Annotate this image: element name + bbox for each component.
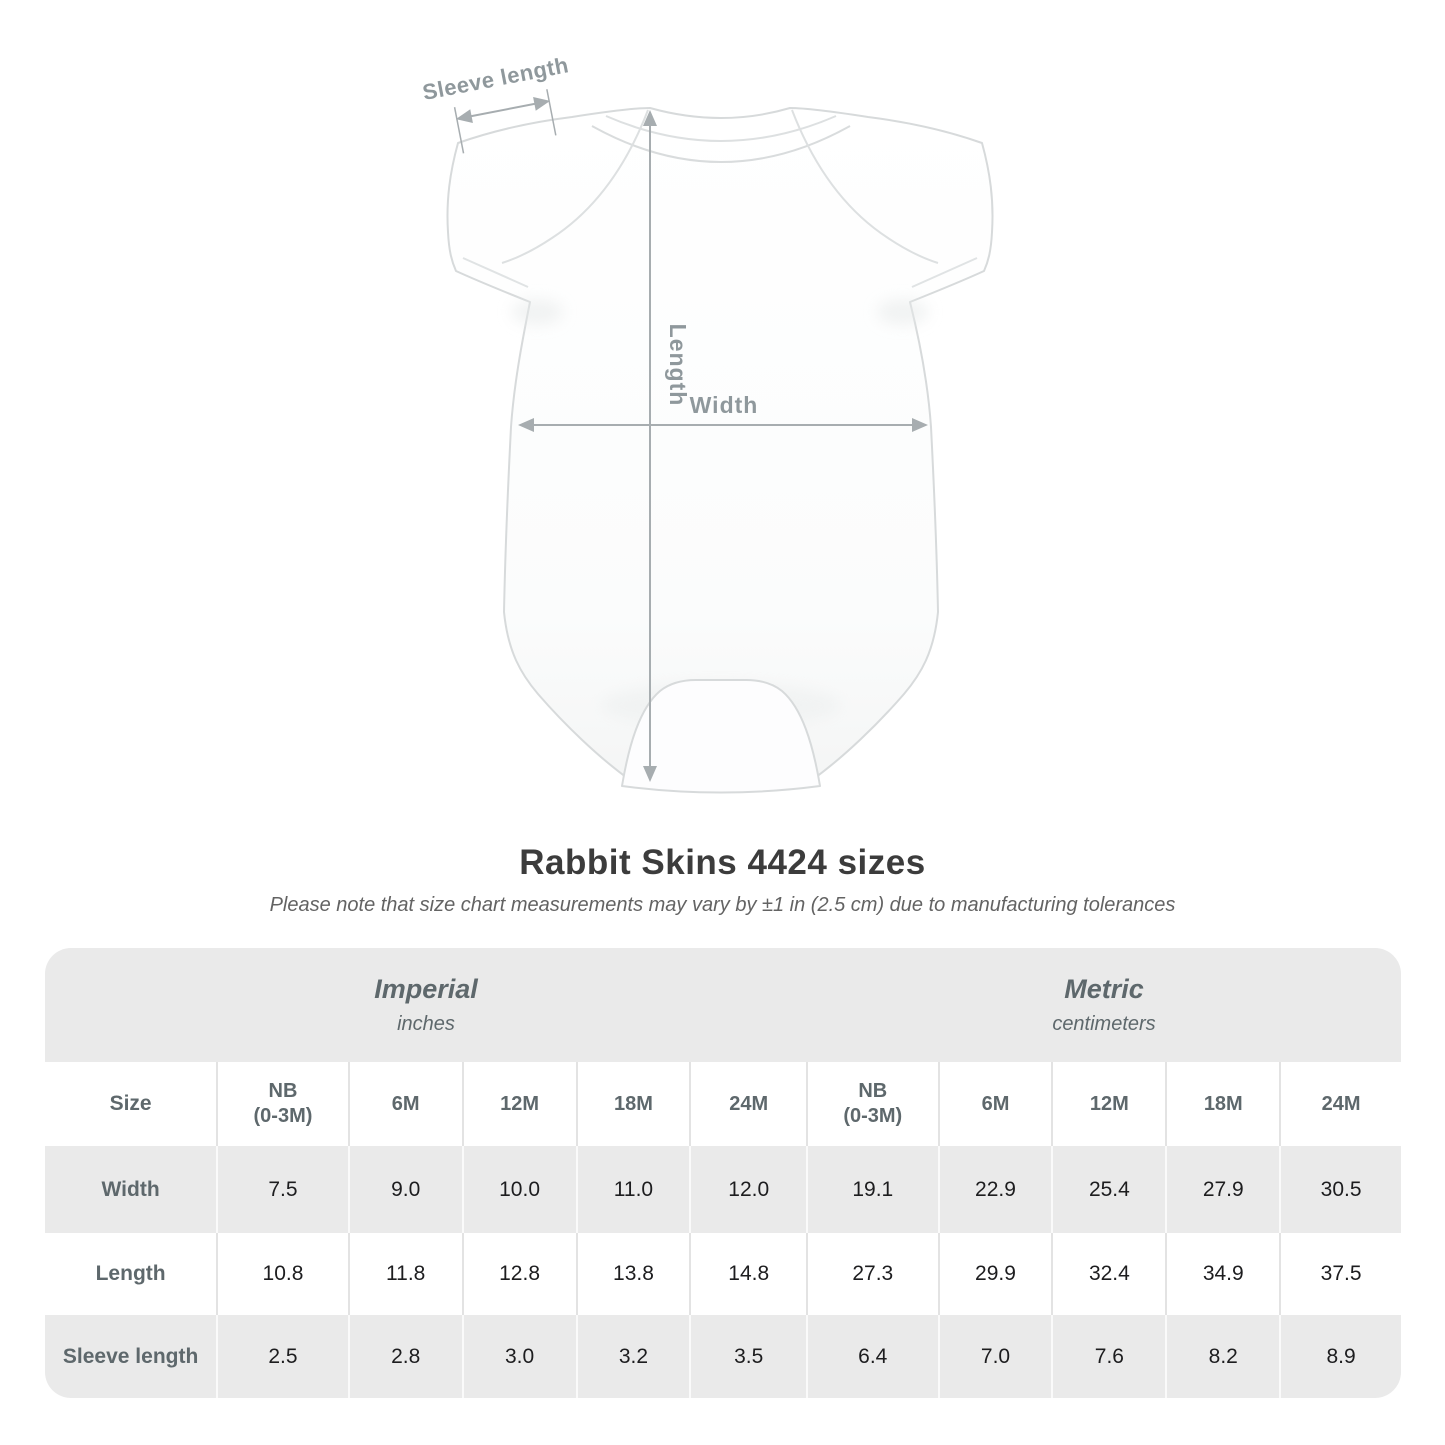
page-title: Rabbit Skins 4424 sizes <box>519 843 926 882</box>
imperial-section-unit: inches <box>397 1013 455 1035</box>
size-value-cell: 34.9 <box>1165 1233 1281 1315</box>
imperial-section-title: Imperial <box>374 974 478 1004</box>
column-header-6m-imperial: 6M <box>347 1062 463 1146</box>
length-label: Length <box>665 324 691 407</box>
size-value-cell: 7.6 <box>1051 1315 1167 1398</box>
collar-inner-edge <box>605 115 837 142</box>
column-header-12m-metric: 12M <box>1051 1062 1167 1146</box>
width-arrow <box>518 418 928 432</box>
column-header-line: NB <box>858 1080 888 1102</box>
size-value-cell: 27.9 <box>1165 1146 1281 1233</box>
size-value-cell: 10.8 <box>216 1233 349 1315</box>
size-value-cell: 8.9 <box>1279 1315 1401 1398</box>
underarm-shadow-left <box>511 299 563 325</box>
collar-outer-edge <box>591 125 851 163</box>
column-header-18m-metric: 18M <box>1165 1062 1281 1146</box>
metric-section-header: Metric centimeters <box>807 948 1401 1062</box>
size-value-cell: 10.0 <box>461 1146 577 1233</box>
column-header-row: Size NB (0-3M) 6M 12M 18M 24M NB (0-3M) … <box>45 1062 1401 1146</box>
size-value-cell: 32.4 <box>1051 1233 1167 1315</box>
table-row-sleeve-length: Sleeve length 2.5 2.8 3.0 3.2 3.5 6.4 7.… <box>45 1315 1401 1398</box>
size-value-cell: 3.2 <box>575 1315 691 1398</box>
bodysuit-outline <box>446 107 994 787</box>
left-sleeve-hem-stitch <box>462 257 529 288</box>
size-table: Imperial inches Metric centimeters Size … <box>45 948 1401 1398</box>
unit-section-row: Imperial inches Metric centimeters <box>45 948 1401 1062</box>
size-value-cell: 12.8 <box>461 1233 577 1315</box>
column-header-line: (0-3M) <box>843 1105 903 1127</box>
column-header-24m-imperial: 24M <box>689 1062 808 1146</box>
imperial-section-header: Imperial inches <box>45 948 808 1062</box>
crotch-snap-flap <box>621 679 821 794</box>
size-value-cell: 12.0 <box>689 1146 808 1233</box>
right-sleeve-hem-stitch <box>911 257 978 288</box>
column-header-nb-imperial: NB (0-3M) <box>216 1062 349 1146</box>
right-shoulder-flap-edge <box>791 109 939 264</box>
metric-section-title: Metric <box>1064 974 1144 1004</box>
row-label-width: Width <box>45 1146 218 1233</box>
tolerance-note: Please note that size chart measurements… <box>269 894 1176 916</box>
size-value-cell: 11.0 <box>575 1146 691 1233</box>
size-value-cell: 6.4 <box>806 1315 939 1398</box>
column-header-24m-metric: 24M <box>1279 1062 1401 1146</box>
bodysuit-illustration <box>446 107 994 794</box>
size-value-cell: 2.5 <box>216 1315 349 1398</box>
left-shoulder-flap-edge <box>501 109 649 264</box>
size-header-cell: Size <box>45 1062 218 1146</box>
size-value-cell: 13.8 <box>575 1233 691 1315</box>
row-label-length: Length <box>45 1233 218 1315</box>
size-value-cell: 14.8 <box>689 1233 808 1315</box>
width-label: Width <box>690 392 759 418</box>
table-row-length: Length 10.8 11.8 12.8 13.8 14.8 27.3 29.… <box>45 1233 1401 1315</box>
size-value-cell: 9.0 <box>347 1146 463 1233</box>
size-value-cell: 7.5 <box>216 1146 349 1233</box>
row-label-sleeve-length: Sleeve length <box>45 1315 218 1398</box>
column-header-18m-imperial: 18M <box>575 1062 691 1146</box>
size-value-cell: 25.4 <box>1051 1146 1167 1233</box>
size-value-cell: 3.5 <box>689 1315 808 1398</box>
underarm-shadow-right <box>877 299 929 325</box>
metric-section-unit: centimeters <box>1052 1013 1156 1035</box>
size-value-cell: 29.9 <box>937 1233 1053 1315</box>
column-header-line: (0-3M) <box>253 1105 313 1127</box>
size-value-cell: 3.0 <box>461 1315 577 1398</box>
size-value-cell: 22.9 <box>937 1146 1053 1233</box>
size-value-cell: 37.5 <box>1279 1233 1401 1315</box>
size-value-cell: 7.0 <box>937 1315 1053 1398</box>
size-value-cell: 30.5 <box>1279 1146 1401 1233</box>
size-value-cell: 8.2 <box>1165 1315 1281 1398</box>
size-value-cell: 2.8 <box>347 1315 463 1398</box>
size-value-cell: 27.3 <box>806 1233 939 1315</box>
length-arrow <box>643 110 657 782</box>
column-header-12m-imperial: 12M <box>461 1062 577 1146</box>
sleeve-length-arrow <box>453 89 557 154</box>
bodysuit-measurement-diagram: Length Width Sleeve length <box>420 52 994 794</box>
column-header-line: NB <box>268 1080 298 1102</box>
column-header-6m-metric: 6M <box>937 1062 1053 1146</box>
table-row-width: Width 7.5 9.0 10.0 11.0 12.0 19.1 22.9 2… <box>45 1146 1401 1233</box>
size-value-cell: 11.8 <box>347 1233 463 1315</box>
column-header-nb-metric: NB (0-3M) <box>806 1062 939 1146</box>
size-value-cell: 19.1 <box>806 1146 939 1233</box>
